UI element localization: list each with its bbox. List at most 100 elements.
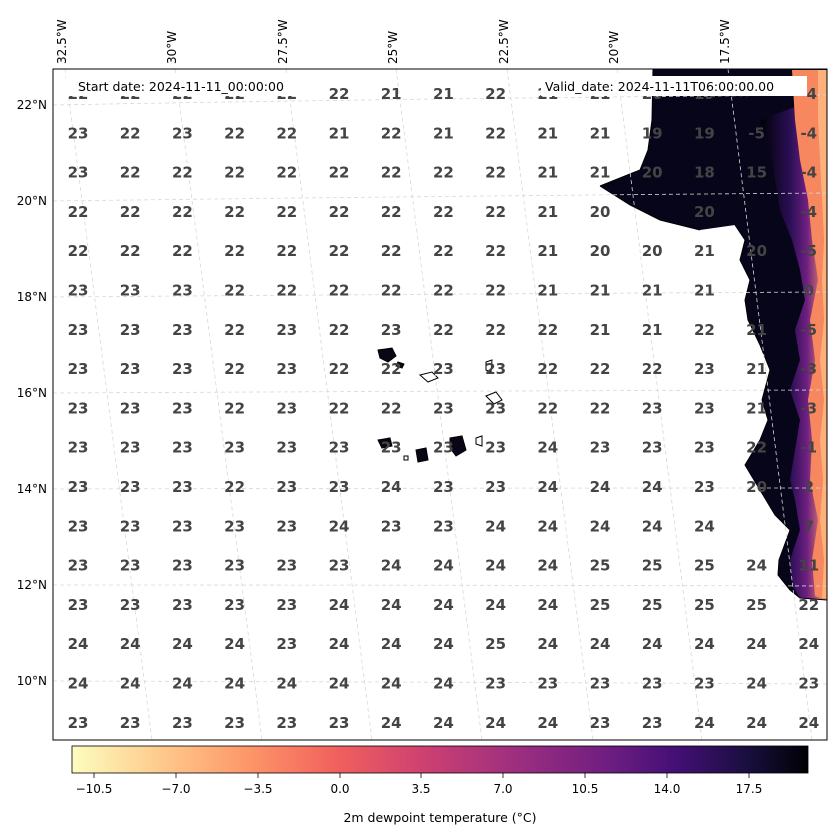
- grid-value: 19: [642, 124, 663, 142]
- grid-value: 23: [68, 478, 89, 496]
- grid-value: 21: [590, 124, 611, 142]
- grid-value: 23: [120, 478, 141, 496]
- grid-value: 21: [746, 399, 767, 417]
- grid-value: 23: [329, 439, 350, 457]
- grid-value: 23: [68, 360, 89, 378]
- grid-value: 19: [694, 124, 715, 142]
- grid-value: 24: [746, 557, 767, 575]
- grid-value: 23: [120, 321, 141, 339]
- grid-value: 25: [590, 557, 611, 575]
- grid-value: 23: [642, 675, 663, 693]
- grid-value: 24: [537, 439, 558, 457]
- grid-value: 22: [329, 282, 350, 300]
- grid-value: 24: [537, 714, 558, 732]
- grid-value: 22: [276, 203, 297, 221]
- latitude-label: 14°N: [17, 482, 47, 496]
- grid-value: 22: [485, 164, 506, 182]
- grid-value: 23: [68, 596, 89, 614]
- grid-value: 23: [172, 557, 193, 575]
- grid-value: 24: [381, 635, 402, 653]
- colorbar-tick-label: 17.5: [736, 782, 763, 796]
- grid-value: 22: [381, 124, 402, 142]
- grid-value: 22: [276, 242, 297, 260]
- grid-value: 24: [590, 635, 611, 653]
- grid-value: 23: [590, 675, 611, 693]
- grid-value: 24: [537, 596, 558, 614]
- grid-value: 23: [694, 439, 715, 457]
- grid-value: 23: [329, 478, 350, 496]
- grid-value: 20: [642, 164, 663, 182]
- grid-value: 22: [485, 242, 506, 260]
- grid-value: 21: [590, 164, 611, 182]
- grid-value: 21: [381, 85, 402, 103]
- grid-value: 23: [276, 321, 297, 339]
- grid-value: 21: [537, 164, 558, 182]
- grid-value: 21: [433, 85, 454, 103]
- grid-value: -1: [800, 439, 817, 457]
- grid-value: 23: [694, 675, 715, 693]
- colorbar-tick-label: −10.5: [76, 782, 113, 796]
- grid-value: 23: [381, 517, 402, 535]
- grid-value: 23: [68, 714, 89, 732]
- grid-value: 23: [224, 517, 245, 535]
- grid-value: 25: [694, 557, 715, 575]
- grid-value: 21: [590, 321, 611, 339]
- grid-value: 22: [68, 242, 89, 260]
- colorbar-tick-label: −3.5: [243, 782, 272, 796]
- longitude-label: 20°W: [607, 31, 621, 64]
- colorbar: −10.5 −7.0 −3.5 0.0 3.5 7.0 10.5 14.0 17.5 2m de…: [71, 745, 809, 825]
- grid-value: 23: [120, 596, 141, 614]
- grid-value: 24: [433, 675, 454, 693]
- latitude-labels: 22°N 20°N 18°N 16°N 14°N 12°N 10°N: [17, 98, 47, 688]
- latitude-label: 10°N: [17, 674, 47, 688]
- grid-value: 23: [329, 557, 350, 575]
- grid-value: 24: [485, 714, 506, 732]
- grid-value: 22: [224, 321, 245, 339]
- grid-value: 20: [746, 478, 767, 496]
- grid-value: 23: [68, 517, 89, 535]
- grid-value: 21: [537, 203, 558, 221]
- grid-value: 22: [798, 596, 819, 614]
- grid-value: 24: [433, 714, 454, 732]
- grid-value: 21: [537, 282, 558, 300]
- grid-value: 23: [172, 399, 193, 417]
- grid-value: 24: [537, 478, 558, 496]
- grid-value: 25: [590, 596, 611, 614]
- grid-value: 23: [642, 714, 663, 732]
- latitude-label: 16°N: [17, 386, 47, 400]
- map-area: 22222222222221212221212019-4232223222221…: [53, 69, 827, 740]
- grid-value: 21: [746, 360, 767, 378]
- grid-value: 22: [224, 478, 245, 496]
- grid-value: 22: [485, 321, 506, 339]
- grid-value: 24: [381, 675, 402, 693]
- grid-value: 22: [537, 360, 558, 378]
- grid-value: 23: [276, 596, 297, 614]
- colorbar-ticks: −10.5 −7.0 −3.5 0.0 3.5 7.0 10.5 14.0 17.5: [76, 773, 763, 796]
- grid-value: 22: [590, 399, 611, 417]
- grid-value: 23: [172, 321, 193, 339]
- grid-value: 23: [276, 557, 297, 575]
- map-frame: [52, 68, 828, 741]
- grid-value: 24: [381, 557, 402, 575]
- grid-value: 22: [224, 124, 245, 142]
- grid-value: 23: [224, 557, 245, 575]
- grid-value: 24: [224, 635, 245, 653]
- grid-value: 24: [590, 478, 611, 496]
- grid-value: 22: [329, 85, 350, 103]
- grid-value: 22: [224, 242, 245, 260]
- valid-date-box: Valid_date: 2024-11-11T06:00:00.00: [541, 76, 807, 96]
- latitude-label: 20°N: [17, 194, 47, 208]
- grid-value: 22: [433, 164, 454, 182]
- cape-verde-islands: [377, 347, 503, 463]
- grid-value: 23: [433, 360, 454, 378]
- longitude-label: 30°W: [165, 31, 179, 64]
- grid-value: 24: [694, 635, 715, 653]
- grid-value: 24: [694, 714, 715, 732]
- grid-value: 24: [642, 517, 663, 535]
- colorbar-tick-label: 0.0: [330, 782, 349, 796]
- grid-value: 23: [68, 164, 89, 182]
- grid-value: 22: [746, 439, 767, 457]
- grid-value: 24: [276, 675, 297, 693]
- start-date-label: Start date: 2024-11-11_00:00:00: [78, 79, 284, 94]
- start-date-box: Start date: 2024-11-11_00:00:00: [66, 76, 314, 96]
